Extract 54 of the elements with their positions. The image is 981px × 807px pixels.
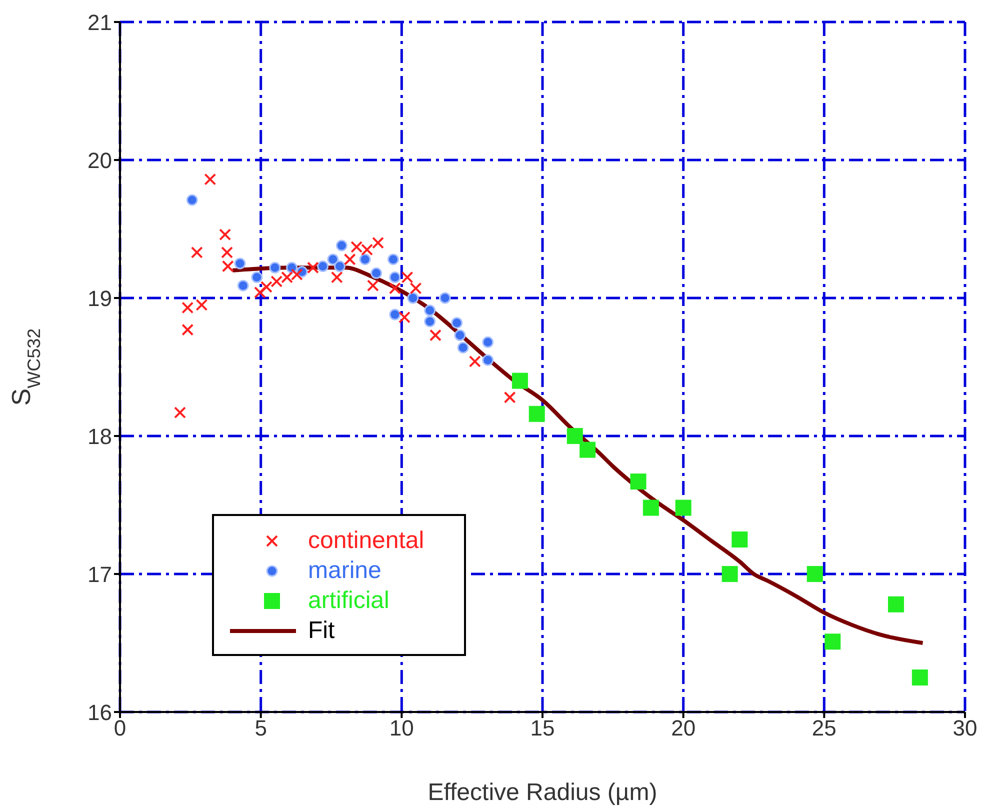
point xyxy=(336,240,348,252)
legend-label: Fit xyxy=(308,617,335,645)
point xyxy=(407,292,419,304)
point xyxy=(387,254,399,266)
point xyxy=(824,634,841,650)
x-tick-label: 25 xyxy=(812,716,836,741)
point xyxy=(389,308,401,320)
point xyxy=(389,272,401,284)
point xyxy=(912,670,928,686)
y-tick-label: 21 xyxy=(88,10,112,35)
y-tick-label: 19 xyxy=(88,286,112,311)
point xyxy=(424,304,436,316)
point xyxy=(806,566,823,582)
point xyxy=(457,342,469,354)
y-tick-label: 16 xyxy=(88,700,112,725)
point xyxy=(580,442,596,458)
legend-label: artificial xyxy=(308,587,390,615)
point xyxy=(327,254,339,266)
x-tick-label: 20 xyxy=(671,716,696,741)
x-tick-label: 5 xyxy=(254,716,267,741)
point xyxy=(482,354,494,366)
point xyxy=(186,194,198,206)
point xyxy=(566,428,583,444)
x-tick-label: 15 xyxy=(530,716,555,741)
point xyxy=(234,258,246,270)
legend-label: marine xyxy=(308,557,382,585)
x-tick-label: 0 xyxy=(114,716,126,741)
point xyxy=(512,372,528,389)
point xyxy=(359,254,371,266)
point xyxy=(722,566,738,582)
y-tick-label: 17 xyxy=(88,562,112,587)
legend-label: continental xyxy=(308,527,424,555)
point xyxy=(424,316,436,328)
point xyxy=(482,336,494,348)
point xyxy=(237,280,249,292)
x-tick-label: 10 xyxy=(389,716,414,741)
point xyxy=(642,500,659,516)
point xyxy=(888,596,904,612)
point xyxy=(454,330,466,342)
point xyxy=(370,267,382,279)
point xyxy=(732,532,748,548)
point xyxy=(269,262,281,274)
point xyxy=(317,260,329,272)
point xyxy=(630,474,646,490)
x-axis-title: Effective Radius (µm) xyxy=(428,779,658,806)
y-tick-label: 20 xyxy=(88,148,112,173)
point xyxy=(251,272,263,284)
point xyxy=(334,260,346,272)
point xyxy=(528,406,545,422)
x-tick-label: 30 xyxy=(952,716,978,741)
point xyxy=(451,317,463,329)
y-tick-label: 18 xyxy=(88,424,112,449)
point xyxy=(439,292,451,304)
point xyxy=(675,500,692,516)
